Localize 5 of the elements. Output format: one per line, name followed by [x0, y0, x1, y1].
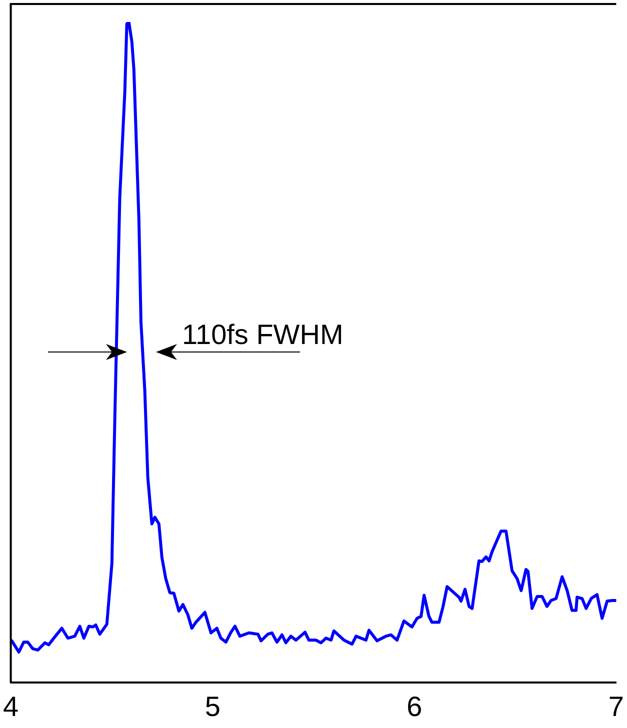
- annotation: 110fs FWHM: [182, 319, 344, 350]
- x-tick-label: 7: [608, 690, 624, 722]
- x-tick-label: 4: [2, 690, 19, 722]
- x-tick-label: 5: [204, 690, 220, 722]
- x-tick-label: 6: [406, 690, 422, 722]
